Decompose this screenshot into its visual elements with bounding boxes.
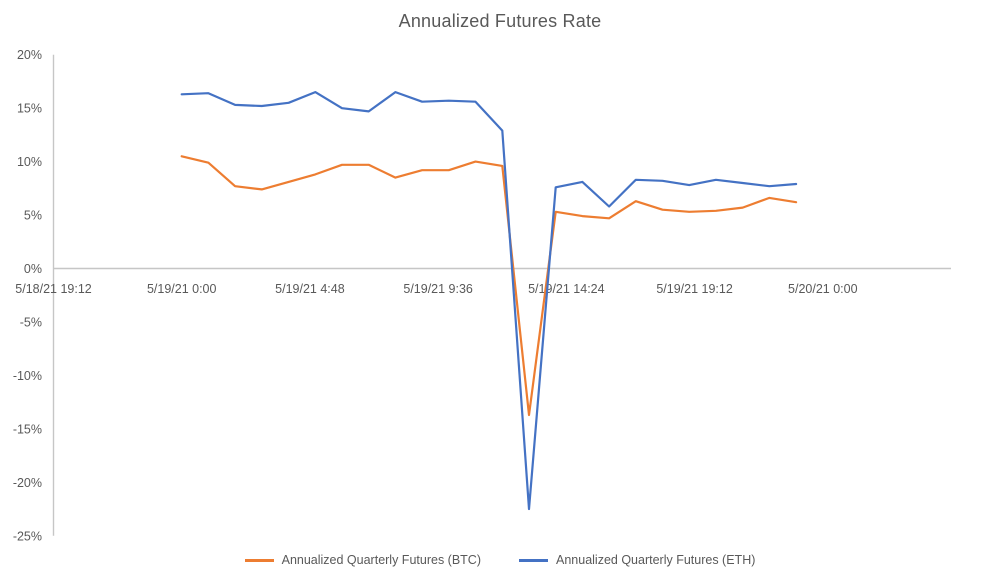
y-axis-tick-label: -25% [13,529,42,543]
x-axis-tick-label: 5/19/21 19:12 [656,282,733,296]
chart-title: Annualized Futures Rate [398,11,602,31]
legend-item-btc: Annualized Quarterly Futures (BTC) [244,553,481,567]
legend-label-btc: Annualized Quarterly Futures (BTC) [281,553,481,567]
y-axis-tick-label: 10% [17,155,42,169]
y-axis-tick-label: -15% [13,422,42,436]
series-line-eth [180,90,798,511]
series-line-btc [180,155,798,417]
x-axis-tick-label: 5/19/21 9:36 [403,282,473,296]
x-axis-tick-label: 5/19/21 14:24 [528,282,605,296]
chart-legend: Annualized Quarterly Futures (BTC) Annua… [0,553,1000,567]
y-axis-tick-label: -10% [13,369,42,383]
y-axis-tick-label: -20% [13,476,42,490]
x-axis-tick-label: 5/18/21 19:12 [15,282,92,296]
legend-label-eth: Annualized Quarterly Futures (ETH) [556,553,756,567]
x-axis-tick-label: 5/19/21 0:00 [147,282,217,296]
y-axis-tick-label: 5% [24,209,42,223]
y-axis-tick-label: -5% [20,315,42,329]
x-axis-tick-label: 5/19/21 4:48 [275,282,345,296]
btc-line-swatch [244,558,274,562]
legend-item-eth: Annualized Quarterly Futures (ETH) [519,553,755,567]
y-axis-tick-label: 15% [17,102,42,116]
y-axis-tick-label: 0% [24,262,42,276]
eth-line-swatch [519,558,548,562]
x-axis-tick-label: 5/20/21 0:00 [788,282,858,296]
y-axis-tick-label: 20% [17,48,42,62]
